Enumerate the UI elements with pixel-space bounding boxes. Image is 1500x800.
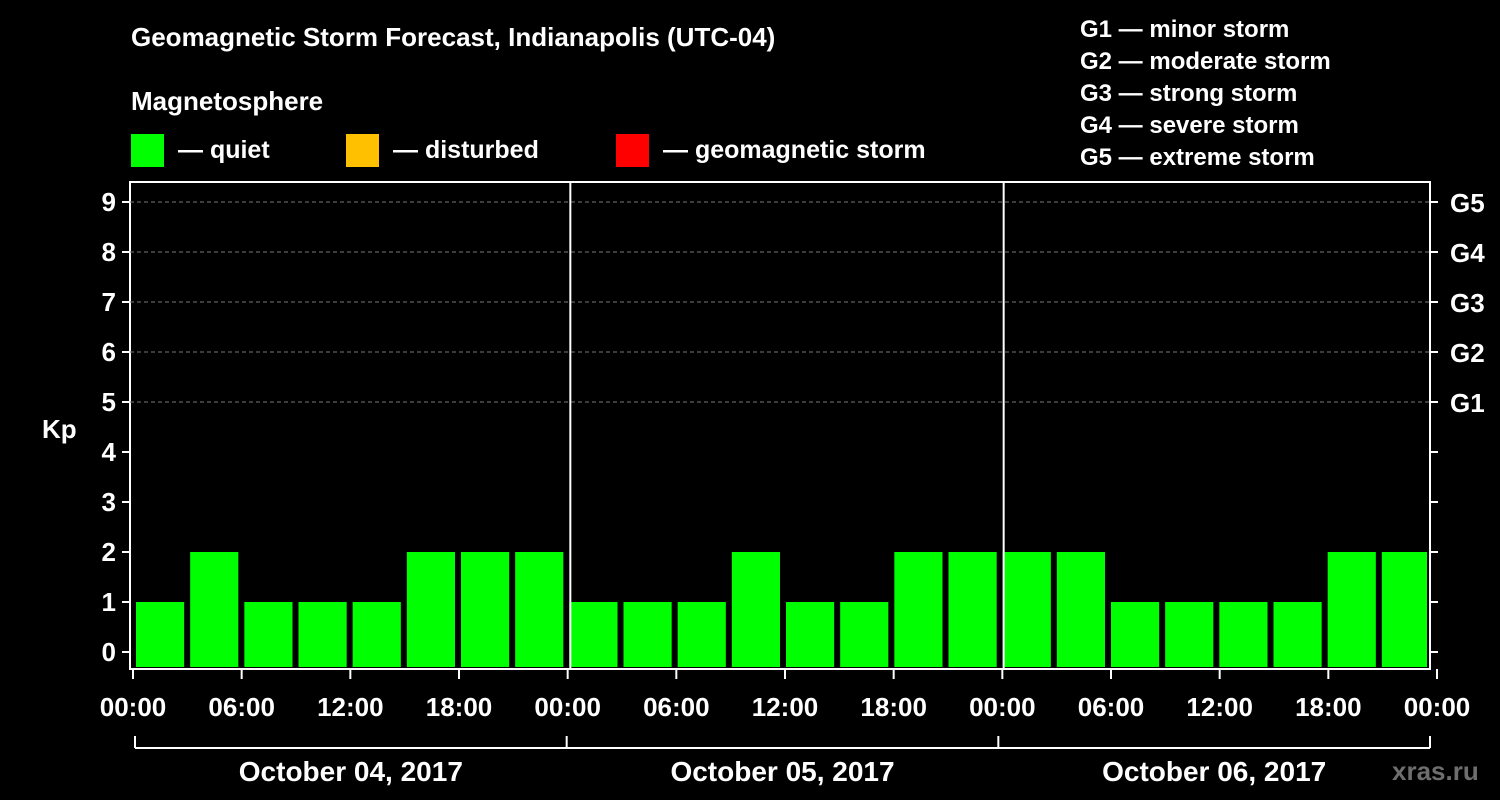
legend-label-quiet: — quiet bbox=[178, 135, 270, 164]
kp-bar bbox=[731, 552, 780, 667]
x-tick-label: 06:00 bbox=[208, 692, 275, 722]
kp-bar bbox=[948, 552, 997, 667]
plot-frame bbox=[129, 181, 1431, 670]
y-tick-label: 6 bbox=[102, 337, 116, 367]
day-label: October 05, 2017 bbox=[670, 756, 894, 787]
kp-bar bbox=[352, 602, 401, 667]
kp-bar bbox=[244, 602, 293, 667]
y-tick-label: 2 bbox=[102, 537, 116, 567]
kp-bar bbox=[298, 602, 347, 667]
kp-bar bbox=[1056, 552, 1105, 667]
storm-level-tick-label: G5 bbox=[1450, 188, 1485, 218]
kp-bar bbox=[677, 602, 726, 667]
x-tick-label: 00:00 bbox=[534, 692, 601, 722]
storm-level-g2: G2 — moderate storm bbox=[1080, 48, 1331, 75]
storm-level-g3: G3 — strong storm bbox=[1080, 80, 1298, 107]
kp-bar bbox=[840, 602, 889, 667]
watermark: xras.ru bbox=[1392, 756, 1479, 786]
storm-level-tick-label: G4 bbox=[1450, 238, 1485, 268]
y-tick-label: 1 bbox=[102, 587, 116, 617]
day-label: October 04, 2017 bbox=[239, 756, 463, 787]
kp-bar bbox=[1111, 602, 1160, 667]
kp-bar bbox=[1381, 552, 1427, 667]
legend-item-storm: — geomagnetic storm bbox=[616, 133, 926, 167]
chart-title: Geomagnetic Storm Forecast, Indianapolis… bbox=[131, 22, 776, 52]
x-tick-label: 06:00 bbox=[1078, 692, 1145, 722]
storm-level-tick-label: G1 bbox=[1450, 388, 1485, 418]
kp-bar bbox=[623, 602, 672, 667]
storm-level-g4: G4 — severe storm bbox=[1080, 112, 1299, 139]
kp-bar bbox=[1273, 602, 1322, 667]
kp-bar bbox=[894, 552, 943, 667]
kp-bar bbox=[190, 552, 239, 667]
legend-subtitle: Magnetosphere bbox=[131, 86, 324, 116]
y-tick-label: 8 bbox=[102, 237, 116, 267]
kp-bar bbox=[1165, 602, 1214, 667]
legend-swatch-storm bbox=[616, 133, 649, 167]
x-tick-label: 12:00 bbox=[1186, 692, 1253, 722]
kp-bar bbox=[569, 602, 618, 667]
x-tick-label: 00:00 bbox=[969, 692, 1036, 722]
kp-bar bbox=[406, 552, 455, 667]
day-label: October 06, 2017 bbox=[1102, 756, 1326, 787]
x-tick-label: 12:00 bbox=[752, 692, 819, 722]
kp-bar bbox=[461, 552, 510, 667]
storm-level-tick-label: G3 bbox=[1450, 288, 1485, 318]
y-axis-label: Kp bbox=[42, 414, 77, 444]
kp-bar bbox=[1002, 552, 1051, 667]
storm-level-g5: G5 — extreme storm bbox=[1080, 144, 1315, 171]
y-tick-label: 5 bbox=[102, 387, 116, 417]
x-tick-label: 18:00 bbox=[1295, 692, 1362, 722]
legend-item-quiet: — quiet bbox=[131, 133, 270, 167]
kp-bar bbox=[1327, 552, 1376, 667]
storm-level-g1: G1 — minor storm bbox=[1080, 16, 1290, 43]
storm-level-list: G1 — minor storm G2 — moderate storm G3 … bbox=[1080, 14, 1331, 174]
x-tick-label: 12:00 bbox=[317, 692, 384, 722]
legend-swatch-quiet bbox=[131, 133, 164, 167]
y-tick-label: 0 bbox=[102, 637, 116, 667]
x-tick-label: 00:00 bbox=[1404, 692, 1471, 722]
legend-item-disturbed: — disturbed bbox=[346, 133, 539, 167]
storm-level-tick-label: G2 bbox=[1450, 338, 1485, 368]
kp-bar bbox=[1219, 602, 1268, 667]
legend-label-storm: — geomagnetic storm bbox=[663, 135, 926, 164]
legend-swatch-disturbed bbox=[346, 133, 379, 167]
y-tick-label: 4 bbox=[102, 437, 117, 467]
legend-label-disturbed: — disturbed bbox=[393, 135, 539, 164]
x-tick-label: 06:00 bbox=[643, 692, 710, 722]
y-tick-label: 3 bbox=[102, 487, 116, 517]
x-tick-label: 18:00 bbox=[426, 692, 493, 722]
y-tick-label: 7 bbox=[102, 287, 116, 317]
y-tick-label: 9 bbox=[102, 187, 116, 217]
x-tick-label: 18:00 bbox=[860, 692, 927, 722]
kp-bar bbox=[515, 552, 564, 667]
kp-bar bbox=[136, 602, 185, 667]
kp-bar bbox=[786, 602, 835, 667]
x-tick-label: 00:00 bbox=[100, 692, 167, 722]
